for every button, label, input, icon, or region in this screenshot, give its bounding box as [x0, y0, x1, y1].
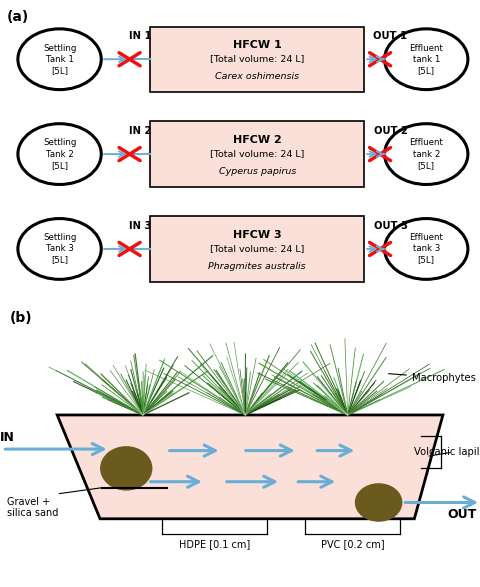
Polygon shape [57, 415, 442, 519]
Text: PVC [0.2 cm]: PVC [0.2 cm] [320, 539, 384, 549]
Ellipse shape [100, 446, 152, 491]
Text: HFCW 1: HFCW 1 [232, 40, 281, 50]
FancyBboxPatch shape [150, 26, 363, 92]
Text: Effluent
tank 3
[5L]: Effluent tank 3 [5L] [408, 234, 442, 265]
Text: [Total volume: 24 L]: [Total volume: 24 L] [210, 54, 304, 63]
Text: OUT 2: OUT 2 [373, 126, 407, 136]
Text: (b): (b) [10, 311, 32, 325]
Text: OUT: OUT [447, 508, 476, 521]
Text: [Total volume: 24 L]: [Total volume: 24 L] [210, 149, 304, 158]
Text: Effluent
tank 2
[5L]: Effluent tank 2 [5L] [408, 139, 442, 170]
Text: IN 1: IN 1 [129, 32, 151, 42]
Text: HDPE [0.1 cm]: HDPE [0.1 cm] [179, 539, 250, 549]
Text: [Total volume: 24 L]: [Total volume: 24 L] [210, 244, 304, 253]
Text: Effluent
tank 1
[5L]: Effluent tank 1 [5L] [408, 43, 442, 75]
FancyBboxPatch shape [150, 217, 363, 282]
Text: Gravel +
silica sand: Gravel + silica sand [7, 497, 59, 518]
Text: Cyperus papirus: Cyperus papirus [218, 167, 295, 176]
Text: IN 3: IN 3 [129, 221, 151, 231]
Text: Settling
Tank 3
[5L]: Settling Tank 3 [5L] [43, 234, 76, 265]
Ellipse shape [354, 483, 402, 522]
Text: Carex oshimensis: Carex oshimensis [215, 72, 299, 81]
Text: Volcanic lapillis: Volcanic lapillis [413, 447, 480, 457]
Text: Macrophytes: Macrophytes [388, 373, 475, 383]
Text: Phragmites australis: Phragmites australis [208, 262, 305, 271]
FancyBboxPatch shape [150, 122, 363, 187]
Text: HFCW 3: HFCW 3 [232, 230, 281, 239]
Text: Settling
Tank 1
[5L]: Settling Tank 1 [5L] [43, 43, 76, 75]
Text: (a): (a) [7, 11, 29, 24]
Text: IN 2: IN 2 [129, 126, 151, 136]
Text: HFCW 2: HFCW 2 [232, 135, 281, 145]
Text: Settling
Tank 2
[5L]: Settling Tank 2 [5L] [43, 139, 76, 170]
Text: IN: IN [0, 431, 15, 444]
Text: OUT 3: OUT 3 [373, 221, 407, 231]
Text: OUT 1: OUT 1 [372, 32, 407, 42]
